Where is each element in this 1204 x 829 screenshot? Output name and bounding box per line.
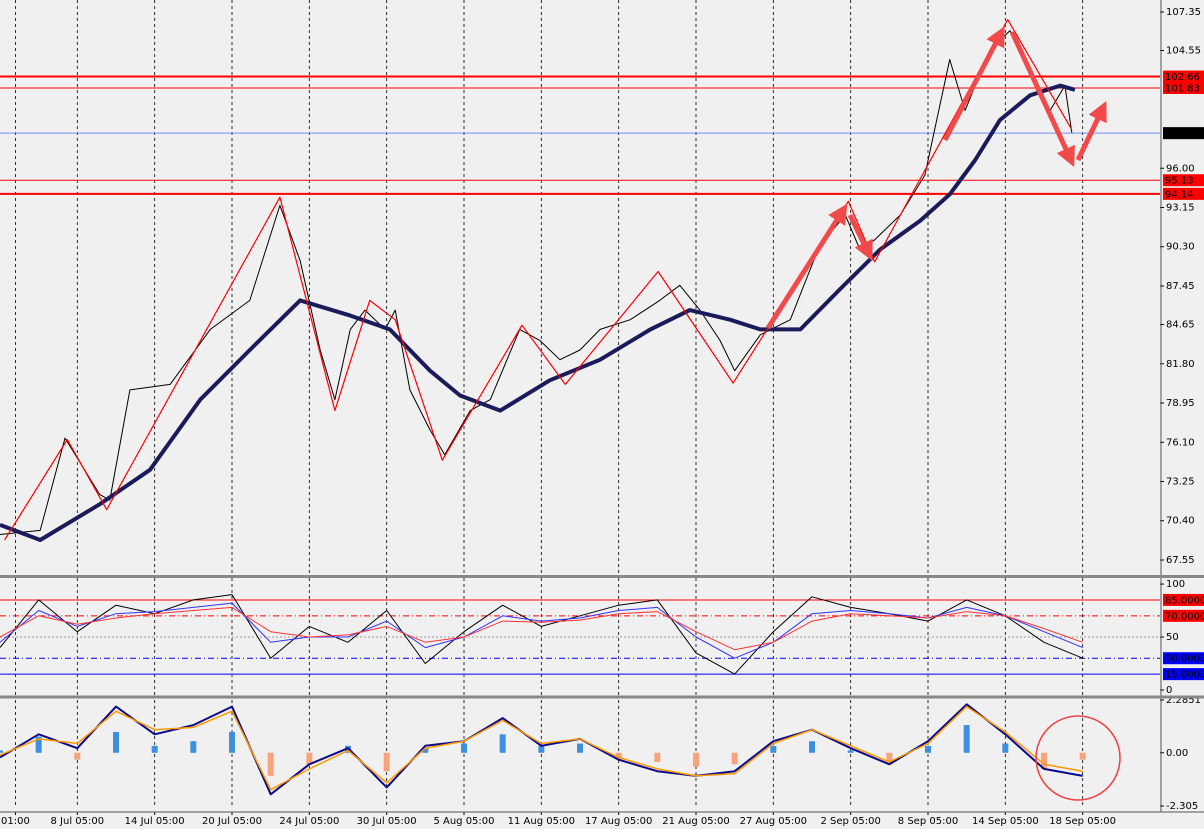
y-tick-label: -2.305 [1166,801,1198,812]
histogram-bar [267,752,274,776]
level-label: 94.14 [1165,189,1194,200]
y-tick-label: 96.00 [1166,163,1195,174]
histogram-bar [615,752,622,760]
y-tick-label: 93.15 [1166,203,1195,214]
histogram-bar [1041,752,1047,769]
y-tick-label: 73.25 [1166,477,1195,488]
histogram-bar [886,752,893,765]
series-line [0,83,1076,542]
y-tick-label: 84.65 [1166,320,1195,331]
level-label: 98.55 [1165,129,1194,140]
histogram-bar [461,743,467,753]
arrow [1075,100,1107,162]
y-tick-label: 50 [1166,632,1179,643]
y-tick-label: 0.00 [1166,748,1188,759]
y-tick-label: 76.10 [1166,437,1195,448]
level-label: 85.0000 [1165,595,1204,606]
level-tag [1163,81,1204,94]
y-tick-label: 0 [1166,685,1172,696]
histogram-bar [0,750,3,753]
histogram-bar [35,736,42,753]
series-line [0,602,1083,659]
histogram-bar [847,750,854,753]
level-tag [1163,609,1204,622]
histogram-bar [151,745,158,753]
histogram-bar [577,743,583,753]
x-tick-label: 8 Jul 05:00 [51,816,105,827]
y-tick-label: 87.45 [1166,281,1195,292]
annotations [765,26,1107,330]
histogram-bar [1002,743,1009,753]
level-label: 95.13 [1165,176,1194,187]
level-tag [1163,127,1204,140]
x-tick-label: 20 Jul 05:00 [202,816,262,827]
histogram-bar [422,748,429,753]
level-label: 102.66 [1165,72,1200,83]
series-line [4,19,1073,541]
histogram-bar [654,752,661,763]
histogram-bar [693,752,699,767]
histogram-bar [538,745,545,753]
level-tag [1163,174,1204,187]
y-tick-label: 100 [1166,579,1185,590]
level-tag [1163,187,1204,200]
level-tag [1163,70,1204,83]
arrow [942,26,1005,142]
series-line [0,30,1073,535]
y-tick-label: 78.95 [1166,398,1195,409]
level-label: 101.83 [1165,83,1200,94]
y-tick-label: 70.40 [1166,516,1195,527]
level-tag [1163,652,1204,665]
y-tick-label: 104.55 [1166,46,1201,57]
histogram-bar [190,741,197,753]
y-tick-label: 90.30 [1166,242,1195,253]
arrow [847,213,873,261]
histogram-bar [306,752,313,765]
y-tick-label: 2.2851 [1166,695,1201,706]
histogram-bar [113,731,119,753]
x-tick-label: 14 Sep 05:00 [972,816,1039,827]
y-tick-label: 107.35 [1166,7,1201,18]
x-tick-label: 21 Aug 05:00 [662,816,729,827]
x-tick-label: 27 Aug 05:00 [740,816,807,827]
level-label: 15.0000 [1165,670,1204,681]
histogram-bar [731,752,738,765]
histogram-bar [770,745,777,753]
level-tag [1163,593,1204,606]
highlight-circle [1035,715,1121,801]
x-tick-label: 11 Aug 05:00 [508,816,575,827]
histogram-bar [229,731,235,753]
x-tick-label: 01:00 [1,816,30,827]
histogram-bar [499,734,506,753]
histogram-bar [809,741,815,753]
x-tick-label: 8 Sep 05:00 [898,816,958,827]
level-label: 70.0000 [1165,611,1204,622]
x-tick-label: 2 Sep 05:00 [820,816,880,827]
x-tick-label: 17 Aug 05:00 [585,816,652,827]
level-tag [1163,668,1204,681]
histogram-bar [1079,752,1086,760]
histogram-bar [383,752,390,772]
series-line [0,606,1083,651]
level-label: 30.0000 [1165,654,1204,665]
histogram-bar [74,752,81,760]
x-tick-label: 5 Aug 05:00 [433,816,494,827]
histogram-bar [925,745,931,753]
series-line [0,705,1083,791]
x-tick-label: 24 Jul 05:00 [279,816,339,827]
x-tick-label: 14 Jul 05:00 [125,816,185,827]
arrow [765,203,848,330]
y-tick-label: 67.55 [1166,555,1195,566]
x-tick-label: 30 Jul 05:00 [357,816,417,827]
histogram-bar [963,725,970,753]
x-tick-label: 18 Sep 05:00 [1049,816,1116,827]
arrow [1009,30,1075,168]
y-tick-label: 81.80 [1166,359,1195,370]
